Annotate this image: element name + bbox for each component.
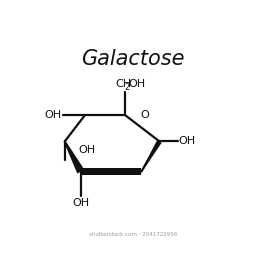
Text: O: O [140,110,149,120]
Text: CH: CH [115,79,131,89]
Text: OH: OH [78,145,95,155]
Polygon shape [81,168,141,175]
Text: OH: OH [72,198,89,208]
Text: 2: 2 [124,83,129,92]
Text: OH: OH [129,79,146,89]
Text: shutterstock.com · 2041722956: shutterstock.com · 2041722956 [89,232,177,237]
Text: Galactose: Galactose [81,49,185,69]
Polygon shape [141,140,162,172]
Text: OH: OH [45,110,62,120]
Text: OH: OH [179,136,196,146]
Polygon shape [64,141,84,174]
